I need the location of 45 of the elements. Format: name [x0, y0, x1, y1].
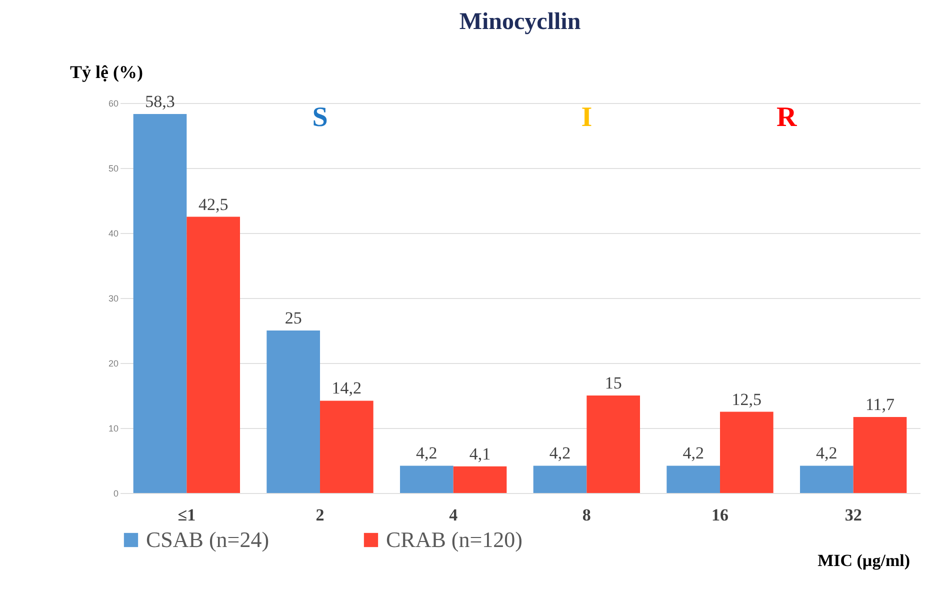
- bar: [266, 330, 320, 493]
- data-label: 58,3: [145, 92, 175, 112]
- data-label: 4,2: [416, 444, 438, 463]
- data-label: 4,2: [549, 444, 571, 463]
- legend-label: CRAB (n=120): [386, 527, 522, 552]
- data-label: 15: [604, 374, 622, 392]
- annotation: I: [581, 102, 592, 133]
- x-tick-label: 8: [582, 506, 591, 524]
- data-label: 12,5: [732, 390, 762, 409]
- y-tick-label: 0: [113, 488, 118, 498]
- data-label: 4,1: [469, 444, 491, 464]
- y-axis-title: Tỷ lệ (%): [70, 62, 143, 82]
- bar: [400, 466, 454, 493]
- x-tick-label: 2: [316, 506, 324, 524]
- data-label: 14,2: [332, 378, 362, 398]
- y-tick-label: 40: [108, 228, 118, 238]
- y-tick-label: 50: [108, 164, 118, 174]
- x-axis-title: MIC (µg/ml): [818, 551, 910, 570]
- bar: [666, 466, 720, 493]
- annotation: R: [776, 102, 798, 133]
- bar: [453, 466, 507, 493]
- bar: [800, 466, 854, 493]
- data-label: 42,5: [198, 194, 228, 214]
- bar: [133, 114, 187, 493]
- data-label: 11,7: [865, 394, 896, 414]
- data-label: 4,2: [816, 444, 838, 463]
- data-label: 4,2: [682, 444, 704, 463]
- bar: [186, 216, 240, 493]
- data-label: 25: [284, 308, 302, 328]
- y-tick-label: 20: [108, 358, 118, 368]
- annotation: S: [312, 102, 328, 133]
- y-tick-label: 10: [108, 424, 118, 434]
- x-tick-label: 32: [844, 506, 862, 524]
- x-tick-label: 4: [449, 506, 458, 524]
- x-tick-label: 16: [712, 506, 728, 524]
- bar: [320, 400, 374, 493]
- bar: [533, 466, 587, 493]
- bar: [720, 412, 774, 493]
- legend-label: CSAB (n=24): [146, 527, 270, 552]
- bar: [853, 416, 907, 493]
- y-tick-label: 60: [108, 98, 118, 108]
- bar: [586, 396, 640, 493]
- x-tick-label: ≤1: [178, 506, 196, 524]
- chart-title: Minocycllin: [459, 9, 581, 35]
- y-tick-label: 30: [108, 294, 118, 304]
